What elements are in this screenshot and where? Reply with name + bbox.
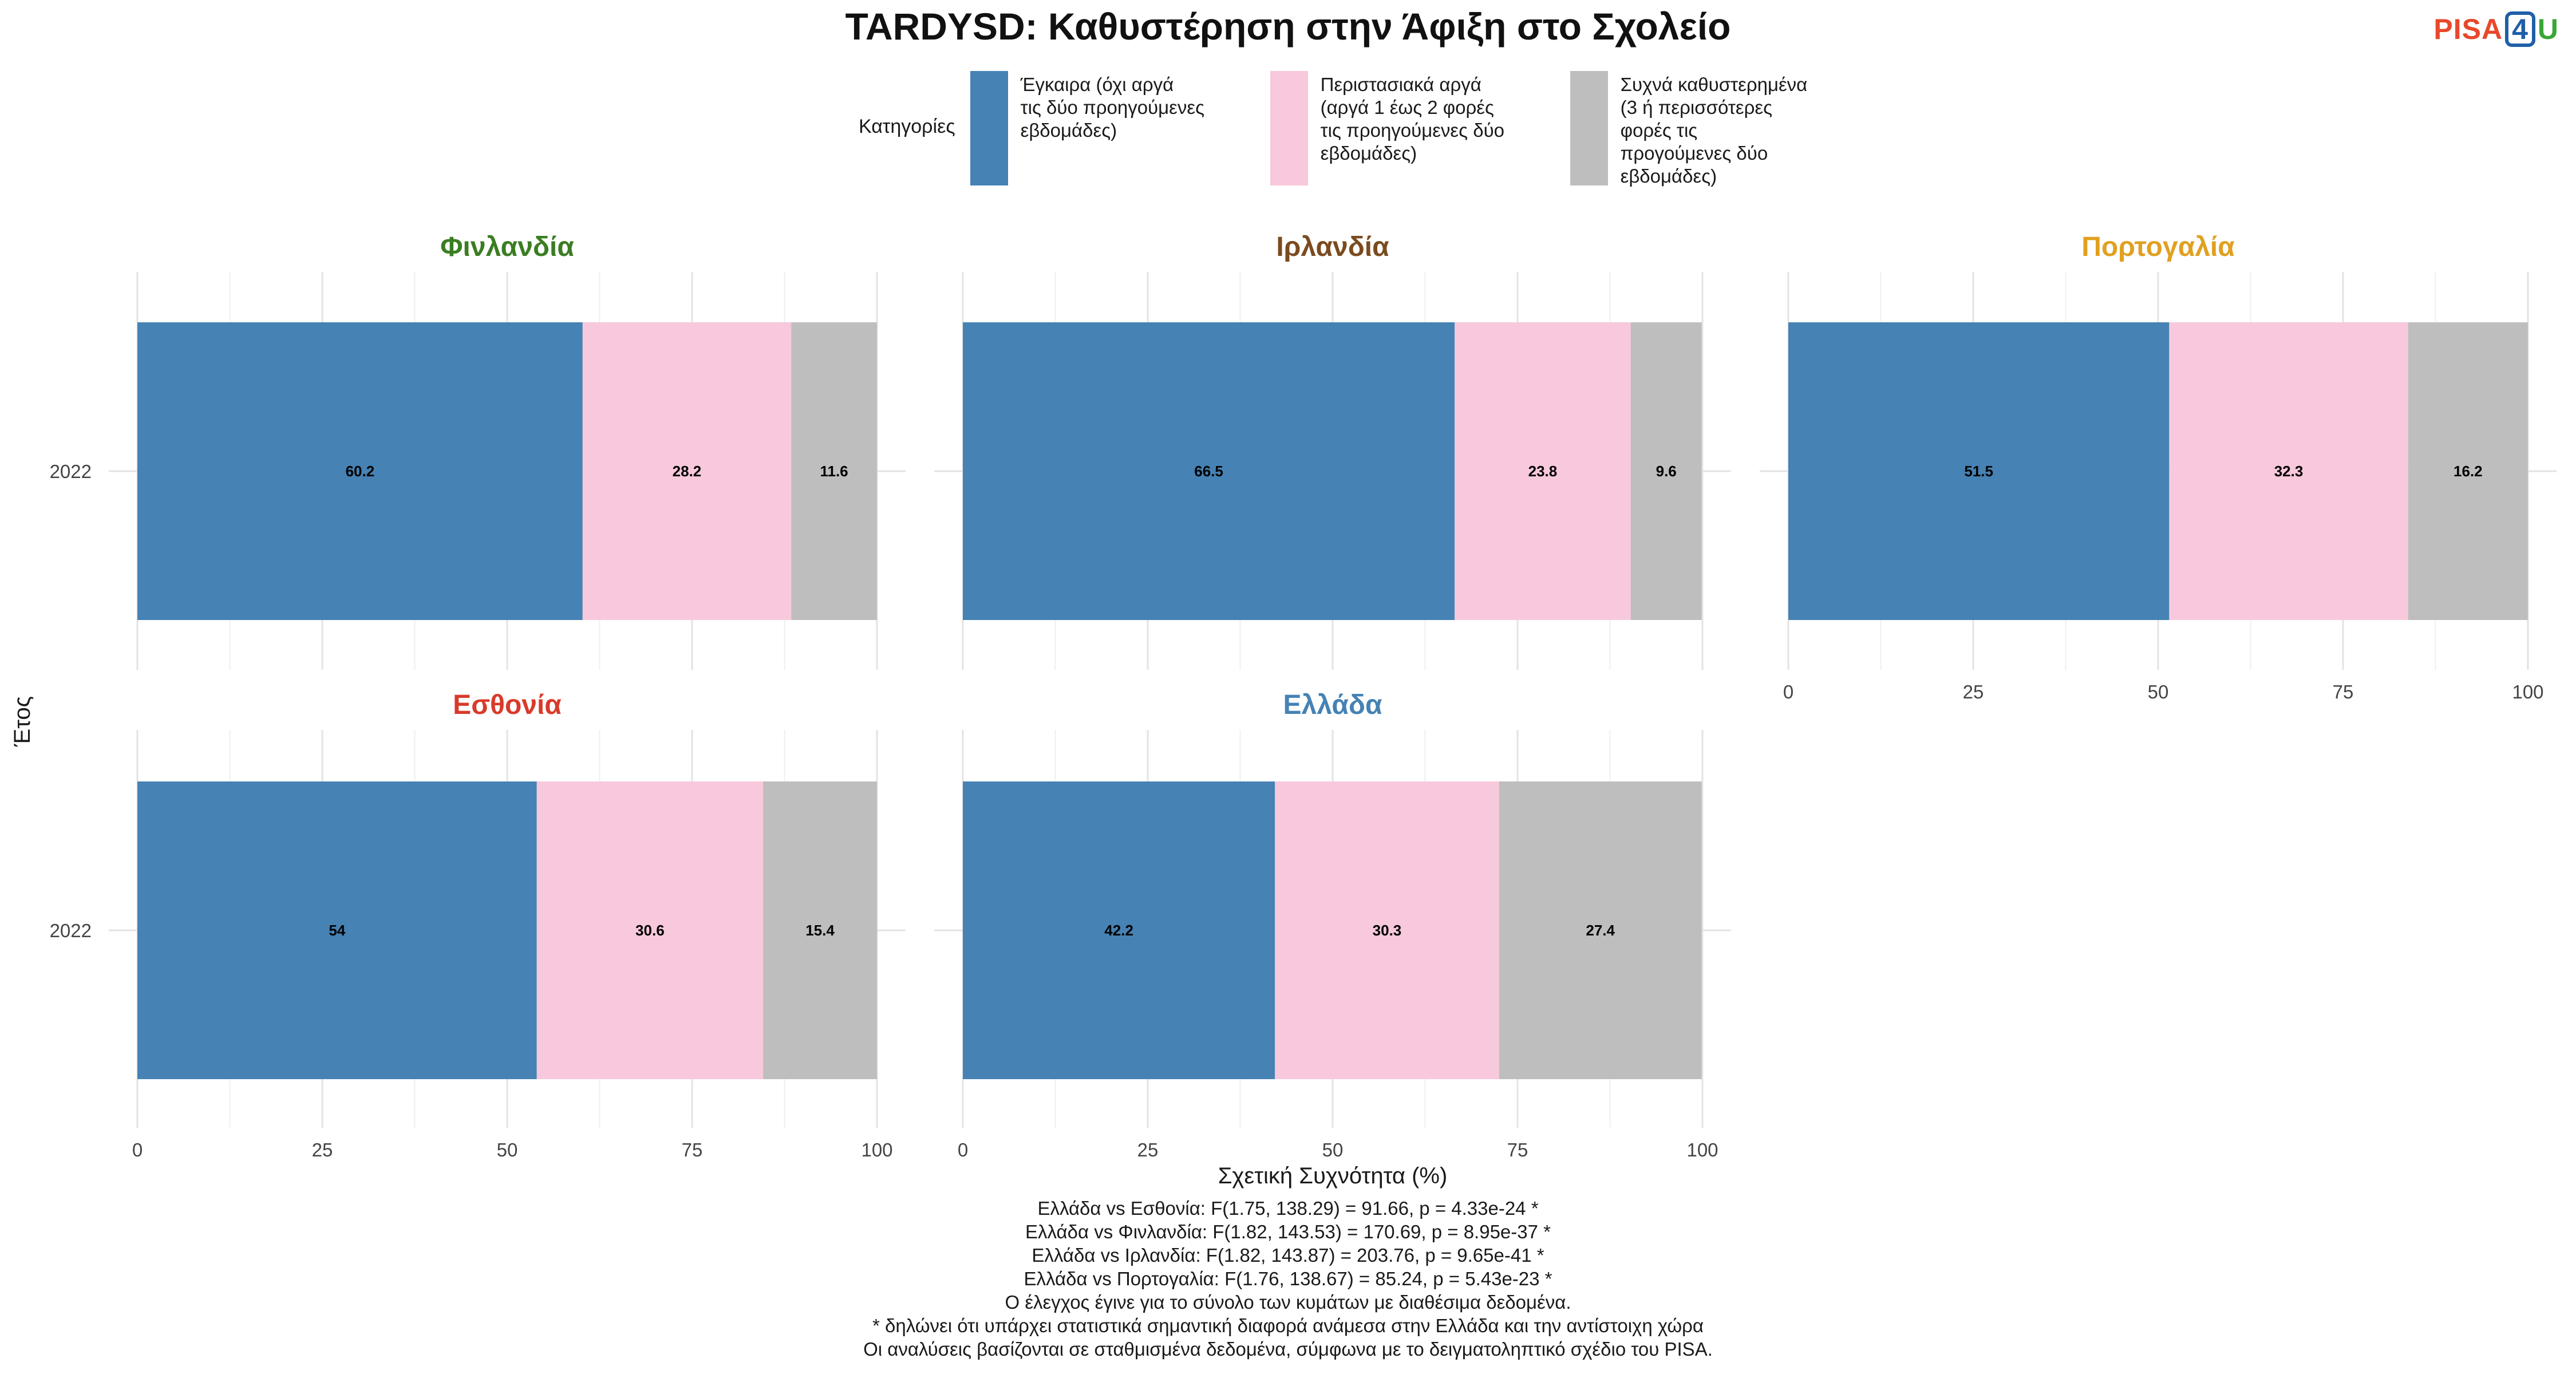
bar-value-label: 27.4 xyxy=(1586,922,1615,939)
x-tick-label: 25 xyxy=(312,1139,333,1160)
bar-value-label: 11.6 xyxy=(820,463,848,480)
x-axis-title: Σχετική Συχνότητα (%) xyxy=(1218,1163,1448,1189)
y-tick-label: 2022 xyxy=(50,461,92,482)
bar-segment xyxy=(763,781,877,1079)
bar-segment xyxy=(536,781,764,1079)
pisa4u-logo: PISA 4 U xyxy=(2433,11,2559,47)
x-tick-label: 0 xyxy=(132,1139,143,1160)
chart-title: TARDYSD: Καθυστέρηση στην Άφιξη στο Σχολ… xyxy=(845,5,1731,48)
logo-text-4: 4 xyxy=(2505,11,2535,47)
legend-title: Κατηγορίες xyxy=(859,116,955,137)
bar-value-label: 16.2 xyxy=(2453,463,2483,480)
note-line: Ελλάδα vs Φινλανδία: F(1.82, 143.53) = 1… xyxy=(1025,1221,1551,1242)
note-line: * δηλώνει ότι υπάρχει στατιστικά σημαντι… xyxy=(872,1315,1704,1336)
legend-label-ontime: Έγκαιρα (όχι αργά τις δύο προηγούμενες ε… xyxy=(1020,74,1204,141)
facet-panel: Πορτογαλία 51.5 32.3 16.2 0 25 50 75 100 xyxy=(1760,232,2557,702)
x-tick-label: 100 xyxy=(2512,681,2543,702)
note-line: Ελλάδα vs Εσθονία: F(1.75, 138.29) = 91.… xyxy=(1037,1198,1539,1219)
bar-segment xyxy=(1275,781,1499,1079)
facet-title: Φινλανδία xyxy=(440,232,574,262)
bar-value-label: 28.2 xyxy=(673,463,702,480)
legend-key-frequent xyxy=(1570,71,1608,185)
bar-segment xyxy=(791,322,877,620)
x-tick-label: 75 xyxy=(1507,1139,1528,1160)
bar-segment xyxy=(963,781,1275,1079)
bar-value-label: 30.6 xyxy=(635,922,665,939)
legend-item-ontime: Έγκαιρα (όχι αργά τις δύο προηγούμενες ε… xyxy=(970,71,1250,185)
bar-segment xyxy=(1499,781,1702,1079)
bar-segment xyxy=(1788,322,2170,620)
note-line: Οι αναλύσεις βασίζονται σε σταθμισμένα δ… xyxy=(863,1339,1713,1360)
x-tick-label: 0 xyxy=(958,1139,968,1160)
bar-value-label: 32.3 xyxy=(2274,463,2304,480)
bar-value-label: 30.3 xyxy=(1373,922,1402,939)
bar-value-label: 15.4 xyxy=(805,922,835,939)
bar-segment xyxy=(137,781,537,1079)
x-tick-label: 25 xyxy=(1137,1139,1159,1160)
bar-segment xyxy=(963,322,1455,620)
note-line: Ελλάδα vs Ιρλανδία: F(1.82, 143.87) = 20… xyxy=(1032,1245,1544,1266)
legend-item-occasional: Περιστασιακά αργά (αργά 1 έως 2 φορές τι… xyxy=(1270,71,1550,185)
note-line: Ο έλεγχος έγινε για το σύνολο των κυμάτω… xyxy=(1005,1292,1571,1313)
x-tick-label: 25 xyxy=(1963,681,1984,702)
logo-text-u: U xyxy=(2537,13,2559,45)
legend-label-occasional: Περιστασιακά αργά (αργά 1 έως 2 φορές τι… xyxy=(1320,74,1504,164)
chart-notes: Ελλάδα vs Εσθονία: F(1.75, 138.29) = 91.… xyxy=(0,1197,2576,1361)
bar-segment xyxy=(582,322,792,620)
bar-segment xyxy=(1455,322,1631,620)
bar-segment xyxy=(2408,322,2528,620)
facet-panel: Ελλάδα 42.2 30.3 27.4 0 25 50 75 100 xyxy=(934,690,1731,1160)
x-tick-label: 50 xyxy=(1322,1139,1344,1160)
facet-title: Ελλάδα xyxy=(1283,690,1382,720)
bar-value-label: 42.2 xyxy=(1104,922,1133,939)
facet-title: Πορτογαλία xyxy=(2081,232,2235,262)
bar-segment xyxy=(2169,322,2408,620)
bar-value-label: 66.5 xyxy=(1194,463,1223,480)
facet-panel: Εσθονία 54 30.6 15.4 2022 0 25 50 75 100 xyxy=(50,690,906,1160)
bar-value-label: 51.5 xyxy=(1964,463,1993,480)
x-tick-label: 100 xyxy=(861,1139,892,1160)
note-line: Ελλάδα vs Πορτογαλία: F(1.76, 138.67) = … xyxy=(1024,1268,1552,1289)
bar-value-label: 9.6 xyxy=(1656,463,1677,480)
facet-title: Ιρλανδία xyxy=(1276,232,1389,262)
bar-segment xyxy=(1630,322,1702,620)
legend-item-frequent: Συχνά καθυστερημένα (3 ή περισσότερες φο… xyxy=(1570,71,1850,188)
x-tick-label: 50 xyxy=(497,1139,518,1160)
legend-label-frequent: Συχνά καθυστερημένα (3 ή περισσότερες φο… xyxy=(1620,74,1808,187)
bar-segment xyxy=(137,322,583,620)
chart-legend: Κατηγορίες Έγκαιρα (όχι αργά τις δύο προ… xyxy=(859,71,1870,191)
legend-key-ontime xyxy=(970,71,1008,185)
x-tick-label: 50 xyxy=(2148,681,2169,702)
x-tick-label: 0 xyxy=(1783,681,1793,702)
bar-value-label: 60.2 xyxy=(346,463,375,480)
facet-panel: Φινλανδία 60.2 28.2 11.6 2022 xyxy=(50,232,906,670)
bar-value-label: 54 xyxy=(329,922,345,939)
facet-title: Εσθονία xyxy=(453,690,562,720)
x-tick-label: 75 xyxy=(2333,681,2354,702)
y-tick-label: 2022 xyxy=(50,920,92,941)
x-tick-label: 100 xyxy=(1686,1139,1718,1160)
logo-text-pisa: PISA xyxy=(2433,13,2503,45)
bar-value-label: 23.8 xyxy=(1528,463,1558,480)
facet-panel: Ιρλανδία 66.5 23.8 9.6 xyxy=(934,232,1731,670)
y-axis-title: Έτος xyxy=(10,696,35,747)
legend-key-occasional xyxy=(1270,71,1308,185)
x-tick-label: 75 xyxy=(682,1139,703,1160)
